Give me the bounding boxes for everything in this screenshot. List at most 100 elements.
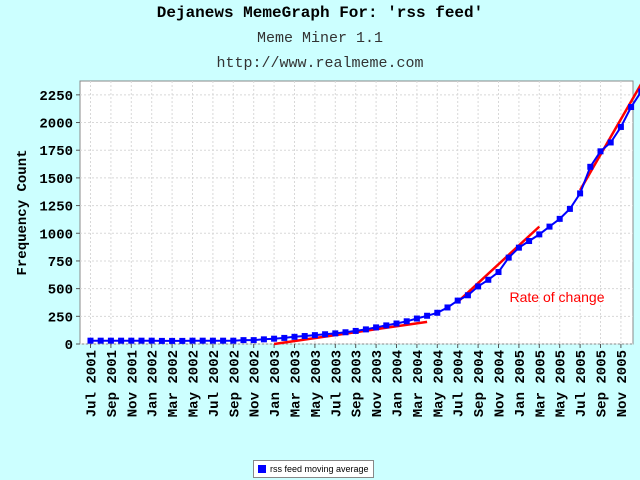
data-point [362, 326, 369, 333]
plot-area [79, 80, 634, 345]
data-point [424, 312, 431, 319]
data-point [383, 322, 390, 329]
data-point [291, 333, 298, 340]
x-tick-label: Nov 2003 [370, 350, 386, 417]
data-point [179, 337, 186, 344]
data-point [628, 104, 635, 111]
data-point [577, 190, 584, 197]
data-point [158, 337, 165, 344]
x-tick-label: May 2004 [431, 350, 447, 417]
data-point [199, 337, 206, 344]
y-axis-title: Frequency Count [15, 149, 31, 275]
data-point [526, 238, 533, 245]
data-point [230, 337, 237, 344]
x-tick-label: Mar 2003 [289, 350, 305, 417]
data-point [607, 139, 614, 146]
data-point [403, 318, 410, 325]
y-tick-label: 1750 [39, 144, 73, 160]
data-point [260, 336, 267, 343]
data-point [546, 223, 553, 230]
data-point [515, 244, 522, 251]
x-tick-label: Nov 2002 [248, 350, 264, 417]
data-point [352, 327, 359, 334]
x-tick-label: May 2005 [554, 350, 570, 417]
data-point [556, 215, 563, 222]
x-tick-label: Jul 2002 [207, 350, 223, 417]
data-point [107, 337, 114, 344]
data-point [322, 331, 329, 338]
data-point [495, 269, 502, 276]
x-tick-label: Jan 2002 [146, 350, 162, 417]
data-point [638, 88, 640, 95]
chart-subtitle: Meme Miner 1.1 [256, 30, 384, 47]
data-point [332, 330, 339, 337]
y-tick-label: 1500 [39, 172, 73, 188]
data-point [454, 297, 461, 304]
x-tick-label: Jan 2004 [391, 350, 407, 417]
data-point [97, 337, 104, 344]
x-tick-label: Mar 2002 [166, 350, 182, 417]
data-point [220, 337, 227, 344]
data-point [271, 335, 278, 342]
data-point [87, 337, 94, 344]
data-point [250, 337, 257, 344]
x-tick-label: Jan 2003 [268, 350, 284, 417]
data-point [240, 337, 247, 344]
y-tick-label: 0 [65, 338, 73, 354]
x-tick-label: Sep 2005 [595, 350, 611, 417]
y-tick-label: 2000 [39, 117, 73, 133]
x-tick-label: Nov 2005 [615, 350, 631, 417]
x-tick-label: Sep 2004 [472, 350, 488, 417]
rate-of-change-annotation: Rate of change [510, 289, 605, 305]
x-tick-label: Jul 2003 [329, 350, 345, 417]
x-tick-label: Nov 2001 [125, 350, 141, 417]
x-tick-label: Jan 2005 [513, 350, 529, 417]
y-tick-label: 1250 [39, 200, 73, 216]
y-tick-label: 500 [48, 283, 73, 299]
rate-of-change-line [273, 320, 428, 346]
x-tick-label: May 2003 [309, 350, 325, 417]
x-tick-label: Mar 2004 [411, 350, 427, 417]
data-point [189, 337, 196, 344]
source-url: http://www.realmeme.com [216, 55, 424, 72]
data-point [617, 123, 624, 130]
data-point [505, 254, 512, 261]
data-point [138, 337, 145, 344]
x-tick-label: Sep 2002 [227, 350, 243, 417]
legend-label: rss feed moving average [270, 464, 369, 474]
legend-swatch [258, 465, 266, 473]
x-tick-label: May 2002 [187, 350, 203, 417]
data-point [413, 315, 420, 322]
data-point [464, 292, 471, 299]
y-tick-label: 750 [48, 255, 73, 271]
rate-of-change-line [579, 83, 640, 191]
data-point [169, 337, 176, 344]
data-point [118, 337, 125, 344]
data-point [475, 283, 482, 290]
x-tick-label: Jul 2005 [574, 350, 590, 417]
data-point [393, 320, 400, 327]
chart-title: Dejanews MemeGraph For: 'rss feed' [156, 4, 484, 22]
x-tick-label: Jul 2004 [452, 350, 468, 417]
data-point [148, 337, 155, 344]
data-point [566, 205, 573, 212]
data-point [587, 163, 594, 170]
data-point [281, 334, 288, 341]
x-tick-label: Sep 2003 [350, 350, 366, 417]
data-point [434, 309, 441, 316]
x-tick-label: Jul 2001 [85, 350, 101, 417]
data-point [128, 337, 135, 344]
rate-of-change-line [456, 225, 541, 303]
data-point [485, 276, 492, 283]
data-point [373, 324, 380, 331]
data-point [311, 332, 318, 339]
data-point [444, 304, 451, 311]
x-tick-label: Sep 2001 [105, 350, 121, 417]
y-tick-label: 250 [48, 310, 73, 326]
x-tick-label: Mar 2005 [533, 350, 549, 417]
data-point [342, 329, 349, 336]
data-point [536, 231, 543, 238]
y-tick-label: 1000 [39, 227, 73, 243]
y-tick-label: 2250 [39, 89, 73, 105]
